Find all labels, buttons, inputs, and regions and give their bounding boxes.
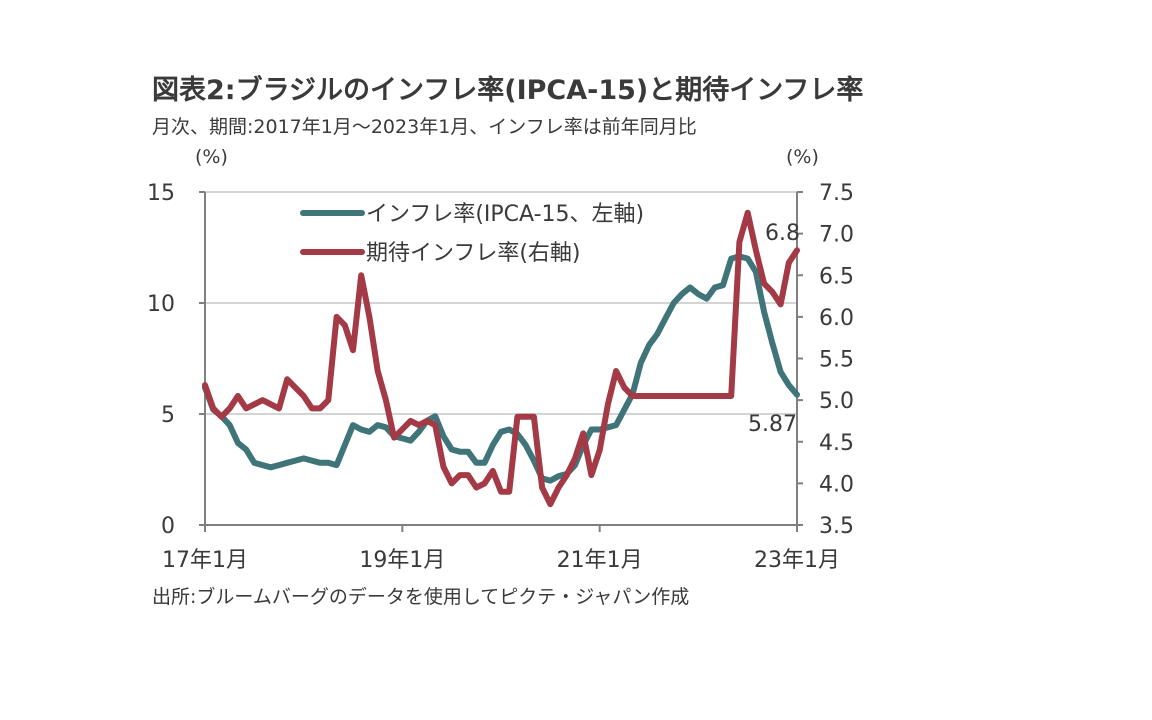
legend-label: インフレ率(IPCA-15、左軸) [366,202,644,227]
series-lines [202,209,800,508]
right-tick-label: 5.5 [819,348,854,373]
left-tick-label: 15 [147,181,175,206]
right-tick-label: 6.0 [819,306,854,331]
left-axis-unit: (%) [195,146,228,168]
left-tick-label: 10 [147,292,175,317]
right-tick-label: 4.5 [819,431,854,456]
x-tick-label: 23年1月 [754,548,840,573]
expected-inflation-line [202,209,800,508]
left-tick-label: 0 [161,514,175,539]
right-tick-label: 4.0 [819,472,854,497]
axes [199,191,803,532]
x-tick-label: 17年1月 [162,548,248,573]
data-label-ipca-latest: 5.87 [748,412,797,437]
data-label-expected-latest: 6.8 [765,221,800,246]
source-note: 出所:ブルームバーグのデータを使用してピクテ・ジャパン作成 [152,586,690,608]
x-tick-label: 19年1月 [359,548,445,573]
right-tick-label: 7.0 [819,223,854,248]
tick-labels: 0 5 10 15 3.5 4.0 4.5 5.0 5.5 6.0 6.5 7.0 7.5 17年1月 19… [147,181,854,573]
left-tick-label: 5 [161,403,175,428]
right-axis-unit: (%) [786,146,819,168]
right-tick-label: 5.0 [819,389,854,414]
right-tick-label: 6.5 [819,264,854,289]
chart-subtitle: 月次、期間:2017年1月～2023年1月、インフレ率は前年同月比 [152,116,697,138]
annotations: 6.8 5.87 [748,221,800,437]
right-tick-label: 3.5 [819,514,854,539]
ipca15-line [202,253,800,484]
gridlines [205,191,797,415]
x-tick-label: 21年1月 [557,548,643,573]
legend: インフレ率(IPCA-15、左軸) 期待インフレ率(右軸) [300,202,644,266]
legend-label: 期待インフレ率(右軸) [366,241,581,266]
right-tick-label: 7.5 [819,181,854,206]
chart-title: 図表2:ブラジルのインフレ率(IPCA-15)と期待インフレ率 [152,75,864,106]
